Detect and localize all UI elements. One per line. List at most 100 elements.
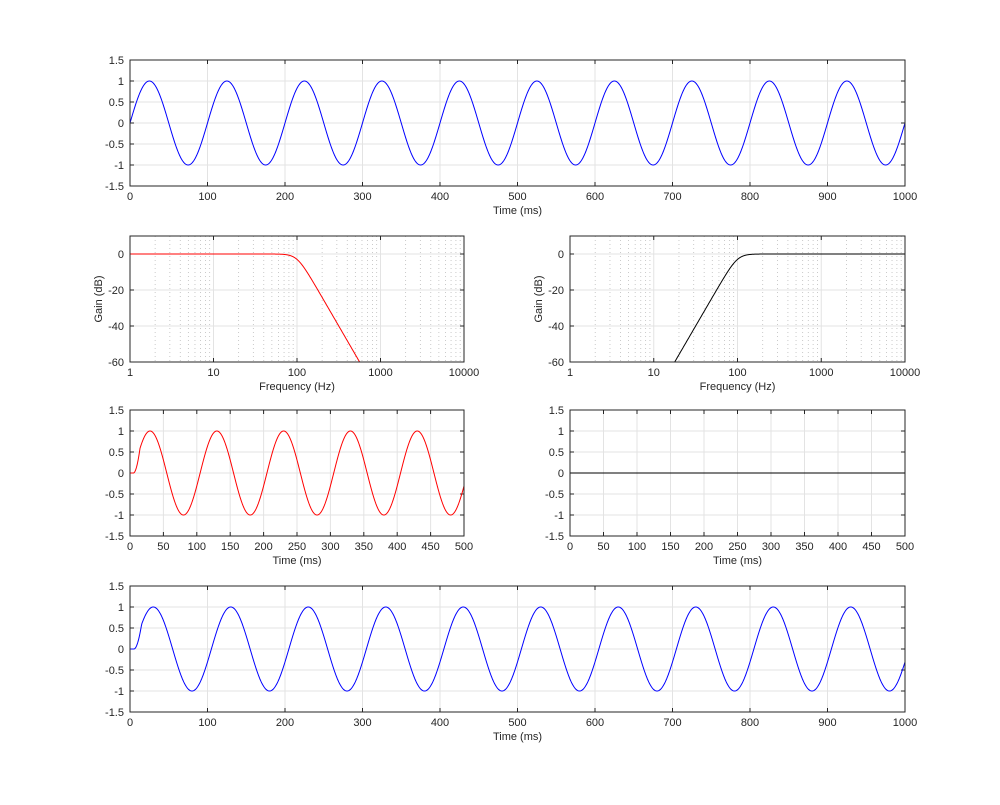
y-tick-label: 1.5 [109, 405, 124, 417]
axes-input-signal: 0 100 200 300 400 500 600 700 800 900 1000 -1.5 -1 -0… [105, 55, 917, 217]
y-tick-label: -1 [114, 686, 124, 698]
x-tick-label: 10000 [890, 367, 921, 379]
y-tick-label: -1 [114, 160, 124, 172]
axes-box [129, 235, 465, 363]
y-tick-label: -1.5 [105, 531, 124, 543]
y-tick-label: 1.5 [549, 405, 564, 417]
axes-box [129, 409, 465, 537]
x-tick-label: 1000 [809, 367, 833, 379]
x-tick-label: 700 [663, 191, 681, 203]
x-tick-label: 450 [862, 541, 880, 553]
y-tick-label: 0 [118, 249, 124, 261]
x-tick-label: 300 [762, 541, 780, 553]
x-tick-label: 900 [818, 717, 836, 729]
x-axis-label: Time (ms) [713, 555, 762, 567]
y-tick-label: -0.5 [545, 489, 564, 501]
x-tick-label: 100 [288, 367, 306, 379]
x-tick-label: 500 [508, 191, 526, 203]
y-tick-label: 0 [558, 468, 564, 480]
x-tick-label: 700 [663, 717, 681, 729]
x-tick-label: 500 [508, 717, 526, 729]
x-axis-label: Time (ms) [272, 555, 321, 567]
y-tick-label: 0 [118, 468, 124, 480]
x-tick-label: 400 [431, 191, 449, 203]
x-tick-label: 0 [127, 191, 133, 203]
y-axis-label: Gain (dB) [533, 275, 545, 322]
x-tick-label: 0 [127, 717, 133, 729]
x-tick-label: 100 [198, 191, 216, 203]
y-tick-label: -0.5 [105, 489, 124, 501]
x-tick-label: 400 [431, 717, 449, 729]
x-axis-label: Frequency (Hz) [700, 381, 776, 393]
x-tick-label: 600 [586, 191, 604, 203]
axes-sum-output: 0 100 200 300 400 500 600 700 800 900 1000 -1.5 -1 -0… [105, 581, 917, 743]
x-tick-label: 1 [127, 367, 133, 379]
x-tick-label: 10000 [449, 367, 480, 379]
x-tick-label: 100 [188, 541, 206, 553]
y-tick-label: 1 [118, 602, 124, 614]
x-tick-label: 250 [728, 541, 746, 553]
x-tick-label: 10 [648, 367, 660, 379]
x-axis-label: Time (ms) [493, 731, 542, 743]
x-tick-label: 10 [207, 367, 219, 379]
x-tick-label: 500 [896, 541, 914, 553]
x-tick-label: 200 [276, 717, 294, 729]
y-tick-label: 0.5 [109, 447, 124, 459]
y-tick-label: 1 [558, 426, 564, 438]
y-tick-label: 0 [558, 249, 564, 261]
x-tick-label: 400 [829, 541, 847, 553]
x-tick-label: 900 [818, 191, 836, 203]
x-axis-label: Frequency (Hz) [259, 381, 335, 393]
y-tick-label: -20 [548, 285, 564, 297]
x-tick-label: 400 [388, 541, 406, 553]
x-tick-label: 450 [421, 541, 439, 553]
y-tick-label: 1.5 [109, 55, 124, 67]
x-tick-label: 100 [728, 367, 746, 379]
x-tick-label: 50 [597, 541, 609, 553]
x-tick-label: 300 [353, 717, 371, 729]
y-axis-label: Gain (dB) [93, 275, 105, 322]
x-tick-label: 300 [353, 191, 371, 203]
y-tick-label: 0 [118, 644, 124, 656]
y-tick-label: -40 [108, 321, 124, 333]
x-tick-label: 500 [455, 541, 473, 553]
series-line-input [129, 80, 906, 166]
x-tick-label: 0 [567, 541, 573, 553]
y-tick-label: -1 [114, 510, 124, 522]
axes-box [569, 409, 906, 537]
y-tick-label: 1.5 [109, 581, 124, 593]
x-tick-label: 150 [661, 541, 679, 553]
series-line-lowpass [130, 253, 361, 363]
x-tick-label: 50 [157, 541, 169, 553]
x-axis-label: Time (ms) [493, 205, 542, 217]
y-tick-label: 0.5 [549, 447, 564, 459]
y-tick-label: 1 [118, 76, 124, 88]
x-tick-label: 350 [355, 541, 373, 553]
x-tick-label: 0 [127, 541, 133, 553]
y-tick-label: -60 [108, 357, 124, 369]
x-tick-label: 350 [795, 541, 813, 553]
x-tick-label: 100 [628, 541, 646, 553]
x-tick-label: 200 [695, 541, 713, 553]
y-tick-label: 0.5 [109, 623, 124, 635]
axes-box [129, 59, 906, 187]
axes-lowpass-output: 0 50 100 150 200 250 300 350 400 450 500 -1.5 -1 -0.5… [105, 405, 473, 567]
x-tick-label: 1000 [893, 717, 917, 729]
axes-highpass-response: 1 10 100 1000 10000 -60 -40 -20 0 Frequency (Hz) G… [533, 235, 921, 393]
x-tick-label: 100 [198, 717, 216, 729]
series-line-lowpass-output [130, 430, 465, 516]
series-line-sum [130, 606, 906, 692]
axes-box [569, 235, 906, 363]
x-tick-label: 1 [567, 367, 573, 379]
axes-lowpass-response: 1 10 100 1000 10000 -60 -40 -20 0 Frequency (Hz) G… [93, 235, 480, 393]
x-tick-label: 300 [321, 541, 339, 553]
y-tick-label: -1.5 [545, 531, 564, 543]
y-tick-label: -40 [548, 321, 564, 333]
x-tick-label: 600 [586, 717, 604, 729]
x-tick-label: 200 [276, 191, 294, 203]
x-tick-label: 1000 [368, 367, 392, 379]
x-tick-label: 800 [741, 717, 759, 729]
x-tick-label: 800 [741, 191, 759, 203]
